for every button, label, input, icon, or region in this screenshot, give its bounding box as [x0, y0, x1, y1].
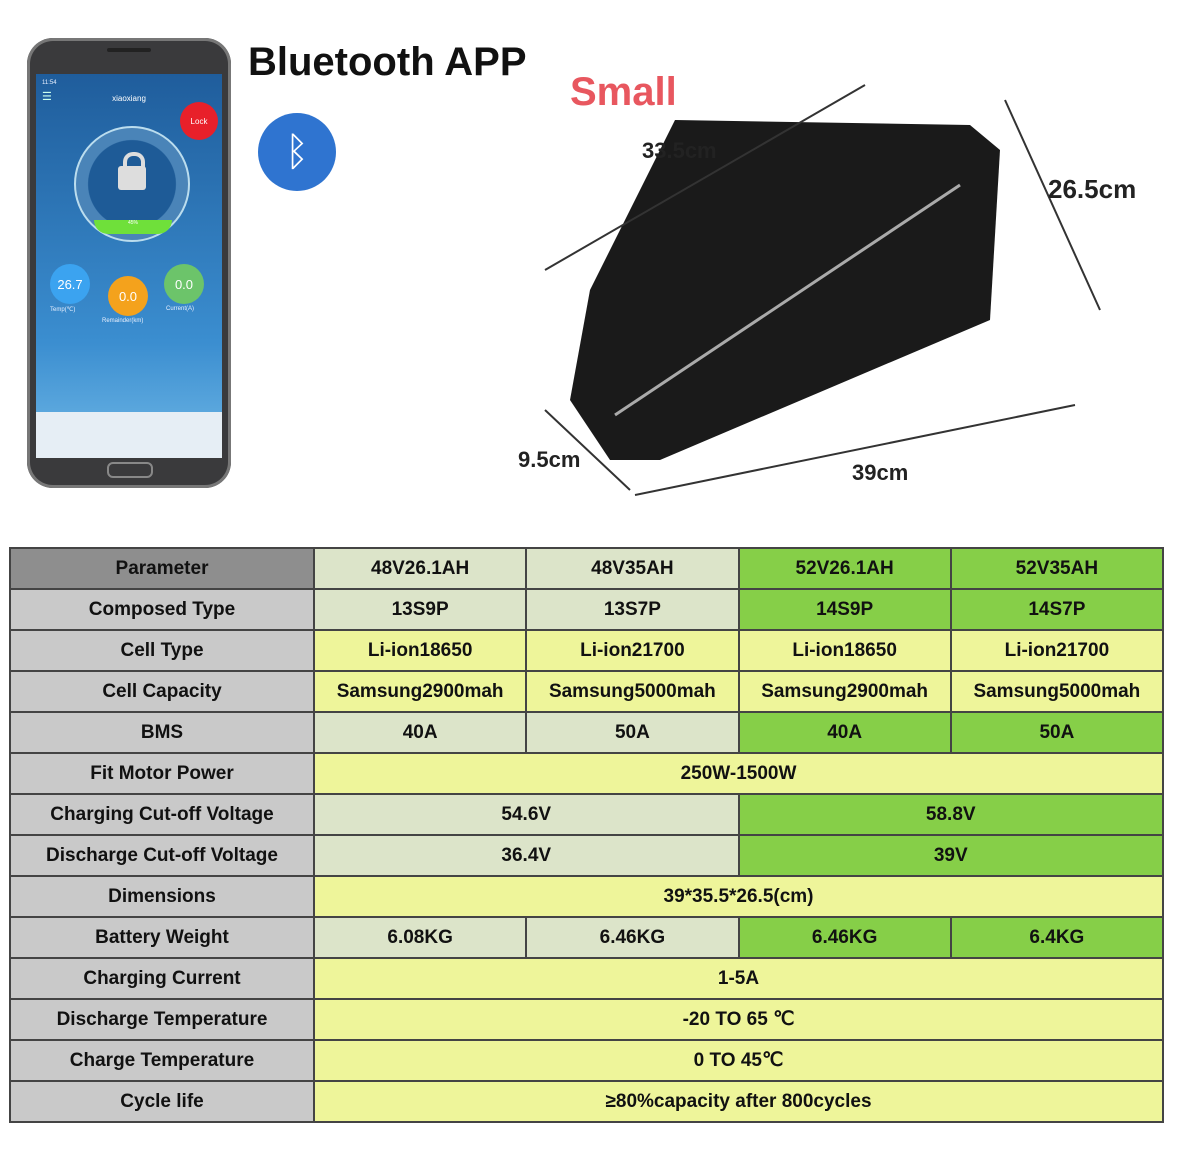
- temp-gauge: 26.7: [50, 264, 90, 304]
- table-cell: 50A: [525, 711, 740, 754]
- table-cell: 13S9P: [312, 588, 528, 631]
- table-row: Charge Temperature 0 TO 45℃: [9, 1039, 1164, 1082]
- lock-button[interactable]: Lock: [180, 102, 218, 140]
- row-label: Charging Current: [9, 957, 315, 1000]
- table-row: Dimensions 39*35.5*26.5(cm): [9, 875, 1164, 918]
- table-row: Discharge Temperature -20 TO 65 ℃: [9, 998, 1164, 1041]
- lock-icon: [118, 152, 146, 190]
- table-cell: Li-ion21700: [949, 629, 1165, 672]
- table-cell: Samsung2900mah: [737, 670, 952, 713]
- table-cell: 48V35AH: [525, 547, 740, 590]
- dim-side: 26.5cm: [1048, 174, 1137, 204]
- table-cell: 14S7P: [949, 588, 1165, 631]
- row-label: Charge Temperature: [9, 1039, 315, 1082]
- gauge-fill: 45%: [94, 220, 172, 234]
- table-row: Cycle life ≥80%capacity after 800cycles: [9, 1080, 1164, 1123]
- table-cell: 6.46KG: [737, 916, 952, 959]
- table-cell: 6.08KG: [312, 916, 528, 959]
- dim-line-bottom: [634, 404, 1076, 496]
- size-label: Small: [570, 70, 677, 114]
- table-cell: 13S7P: [525, 588, 740, 631]
- table-cell: 58.8V: [737, 793, 1164, 836]
- speaker: [107, 48, 151, 52]
- row-label: Charging Cut-off Voltage: [9, 793, 315, 836]
- table-row: Discharge Cut-off Voltage 36.4V 39V: [9, 834, 1164, 877]
- table-cell: 50A: [949, 711, 1165, 754]
- table-row: Parameter 48V26.1AH 48V35AH 52V26.1AH 52V35A…: [9, 547, 1165, 590]
- table-cell: Li-ion18650: [737, 629, 952, 672]
- table-cell: 52V35AH: [949, 547, 1165, 590]
- table-cell: 1-5A: [313, 957, 1164, 1000]
- remainder-gauge: 0.0: [108, 276, 148, 316]
- table-cell: 14S9P: [737, 588, 952, 631]
- menu-icon[interactable]: ☰: [42, 91, 52, 103]
- app-name: xiaoxiang: [112, 94, 146, 103]
- current-gauge: 0.0: [164, 264, 204, 304]
- row-label: Fit Motor Power: [9, 752, 315, 795]
- table-cell: Li-ion21700: [525, 629, 740, 672]
- row-label: Composed Type: [9, 588, 315, 631]
- table-cell: 6.4KG: [949, 916, 1165, 959]
- table-row: Battery Weight 6.08KG 6.46KG 6.46KG 6.4KG: [9, 916, 1165, 959]
- bluetooth-icon: ᛒ: [258, 113, 336, 191]
- table-cell: 6.46KG: [525, 916, 740, 959]
- page-title: Bluetooth APP: [248, 40, 527, 84]
- row-label: Dimensions: [9, 875, 315, 918]
- dim-depth: 9.5cm: [518, 447, 581, 472]
- dim-line-top: [544, 84, 866, 271]
- table-cell: Samsung2900mah: [312, 670, 528, 713]
- row-label: Discharge Cut-off Voltage: [9, 834, 315, 877]
- table-row: Charging Cut-off Voltage 54.6V 58.8V: [9, 793, 1164, 836]
- table-row: Charging Current 1-5A: [9, 957, 1164, 1000]
- table-row: Cell Capacity Samsung2900mah Samsung5000ma…: [9, 670, 1165, 713]
- row-label: Cell Capacity: [9, 670, 315, 713]
- reflective-stripe: [614, 183, 961, 417]
- dim-bottom: 39cm: [852, 460, 909, 485]
- row-label: BMS: [9, 711, 315, 754]
- app-screen: 11:54 ☰ xiaoxiang Lock 45% 26.7 Temp(℃) …: [36, 74, 222, 458]
- row-label: Cell Type: [9, 629, 315, 672]
- table-cell: 48V26.1AH: [312, 547, 528, 590]
- dim-line-depth: [544, 409, 631, 491]
- table-cell: 39V: [737, 834, 1164, 877]
- table-cell: 250W-1500W: [313, 752, 1164, 795]
- table-cell: 39*35.5*26.5(cm): [313, 875, 1164, 918]
- table-cell: 40A: [312, 711, 528, 754]
- table-cell: 0 TO 45℃: [313, 1039, 1164, 1082]
- battery-bag-image: [544, 84, 1101, 496]
- table-cell: 54.6V: [313, 793, 740, 836]
- row-label: Battery Weight: [9, 916, 315, 959]
- home-button: [107, 462, 153, 478]
- remainder-label: Remainder(km): [102, 318, 144, 324]
- table-cell: Li-ion18650: [312, 629, 528, 672]
- table-cell: 52V26.1AH: [737, 547, 952, 590]
- dim-line-side: [1004, 99, 1101, 311]
- table-row: Composed Type 13S9P 13S7P 14S9P 14S7P: [9, 588, 1165, 631]
- nav-bar: [36, 412, 222, 458]
- status-time: 11:54: [42, 80, 57, 86]
- table-cell: Samsung5000mah: [949, 670, 1165, 713]
- table-cell: ≥80%capacity after 800cycles: [313, 1080, 1164, 1123]
- table-row: BMS 40A 50A 40A 50A: [9, 711, 1165, 754]
- table-cell: Samsung5000mah: [525, 670, 740, 713]
- phone-image: 11:54 ☰ xiaoxiang Lock 45% 26.7 Temp(℃) …: [27, 38, 231, 488]
- table-cell: -20 TO 65 ℃: [313, 998, 1164, 1041]
- row-label: Parameter: [9, 547, 315, 590]
- table-row: Cell Type Li-ion18650 Li-ion21700 Li-ion186…: [9, 629, 1165, 672]
- spec-table: Parameter 48V26.1AH 48V35AH 52V26.1AH 52V35A…: [9, 547, 1165, 1123]
- current-label: Current(A): [166, 306, 195, 312]
- row-label: Discharge Temperature: [9, 998, 315, 1041]
- row-label: Cycle life: [9, 1080, 315, 1123]
- dim-top: 33.5cm: [642, 138, 717, 163]
- table-cell: 40A: [737, 711, 952, 754]
- bag-body: [570, 120, 1000, 460]
- temp-label: Temp(℃): [50, 307, 76, 313]
- table-cell: 36.4V: [313, 834, 740, 877]
- table-row: Fit Motor Power 250W-1500W: [9, 752, 1164, 795]
